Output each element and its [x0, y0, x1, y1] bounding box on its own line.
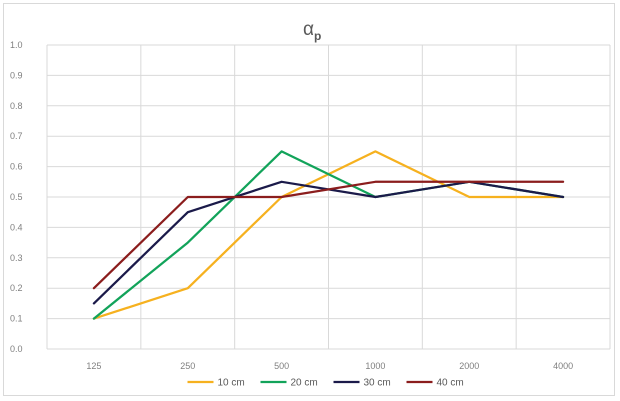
y-tick-label: 0.6: [10, 162, 23, 172]
chart-title: αp: [303, 19, 321, 43]
legend-label-40-cm: 40 cm: [437, 378, 464, 389]
x-axis-tick-labels: 125 250 500 1000 2000 4000: [86, 361, 573, 371]
y-tick-label: 0.5: [10, 192, 23, 202]
x-tick-label: 250: [180, 361, 195, 371]
y-tick-label: 0.2: [10, 283, 23, 293]
x-tick-label: 125: [86, 361, 101, 371]
y-tick-label: 1.0: [10, 40, 23, 50]
x-tick-label: 500: [274, 361, 289, 371]
y-tick-label: 0.3: [10, 253, 23, 263]
series-line-40-cm: [92, 180, 565, 290]
y-tick-label: 0.9: [10, 70, 23, 80]
y-tick-label: 0.0: [10, 344, 23, 354]
y-tick-label: 0.8: [10, 101, 23, 111]
x-tick-label: 4000: [553, 361, 573, 371]
y-axis-tick-labels: 0.0 0.1 0.2 0.3 0.4 0.5 0.6 0.7 0.8 0.9 1.0: [10, 40, 23, 354]
legend: 10 cm 20 cm 30 cm 40 cm: [187, 378, 464, 389]
chart-area: [3, 3, 615, 396]
y-tick-label: 0.7: [10, 131, 23, 141]
series-lines: [92, 150, 565, 320]
x-tick-label: 2000: [459, 361, 479, 371]
chart-title-subscript: p: [314, 29, 321, 43]
x-tick-label: 1000: [365, 361, 385, 371]
legend-label-10-cm: 10 cm: [218, 378, 245, 389]
legend-label-30-cm: 30 cm: [364, 378, 391, 389]
legend-label-20-cm: 20 cm: [291, 378, 318, 389]
y-tick-label: 0.1: [10, 314, 23, 324]
chart-title-main: α: [303, 19, 314, 40]
y-tick-label: 0.4: [10, 222, 23, 232]
